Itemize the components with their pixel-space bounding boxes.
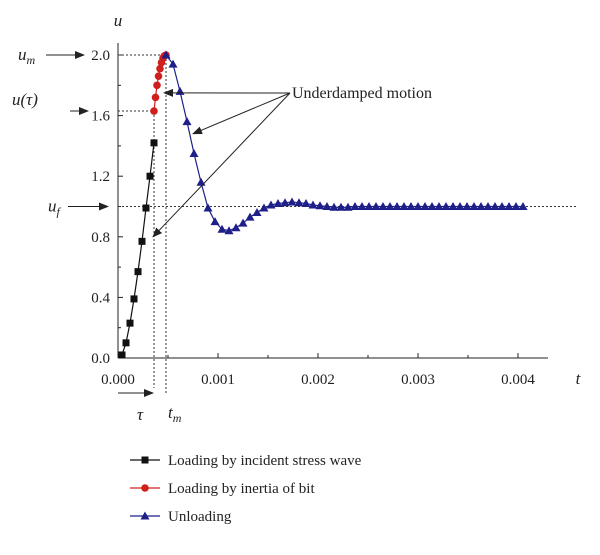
data-point <box>155 72 163 80</box>
series-circle <box>150 51 170 115</box>
legend-marker <box>142 457 149 464</box>
legend-item: Loading by incident stress wave <box>130 453 362 469</box>
data-point <box>127 320 134 327</box>
legend: Loading by incident stress wave Loading b… <box>130 453 362 525</box>
legend-label: Loading by inertia of bit <box>168 481 315 497</box>
x-tick-label: 0.000 <box>101 372 135 388</box>
y-axis-title: u <box>114 11 123 30</box>
y-tick-label: 2.0 <box>91 48 110 64</box>
tau-label: τ <box>137 405 144 424</box>
x-tick-label: 0.003 <box>401 372 435 388</box>
data-point <box>232 223 241 231</box>
data-point <box>139 238 146 245</box>
x-axis-title: t <box>576 369 582 388</box>
data-point <box>211 217 220 225</box>
underdamped-arrow <box>193 93 290 134</box>
underdamped-label: Underdamped motion <box>292 85 432 102</box>
y-tick-label: 1.6 <box>91 109 110 125</box>
y-tick-label: 0.8 <box>91 230 110 246</box>
u-tau-label: u(τ) <box>12 90 38 109</box>
legend-item: Unloading <box>130 509 232 525</box>
data-point <box>190 149 199 157</box>
t-m-label: tm <box>168 403 182 425</box>
axes: 0.0 0.4 0.8 1.2 1.6 2.0 0.000 0.001 0.002 0.003 0.… <box>91 11 581 388</box>
x-tick-label: 0.001 <box>201 372 235 388</box>
reference-lines <box>118 55 578 393</box>
data-point <box>123 339 130 346</box>
legend-label: Unloading <box>168 509 232 525</box>
data-point <box>151 139 158 146</box>
data-point <box>150 107 158 115</box>
data-point <box>131 295 138 302</box>
y-tick-label: 1.2 <box>91 169 110 185</box>
y-tick-label: 0.4 <box>91 290 110 306</box>
data-point <box>183 117 192 125</box>
data-point <box>204 204 213 212</box>
data-point <box>176 87 185 95</box>
y-tick-label: 0.0 <box>91 351 110 367</box>
underdamped-arrow <box>153 93 290 237</box>
data-point <box>152 94 160 102</box>
series-triangle <box>162 51 528 235</box>
x-tick-label: 0.004 <box>501 372 535 388</box>
data-point <box>288 197 297 205</box>
data-point <box>246 213 255 221</box>
data-point <box>253 208 262 216</box>
series-square <box>119 139 158 358</box>
u-m-label: um <box>18 45 36 67</box>
data-point <box>147 173 154 180</box>
data-point <box>197 178 206 186</box>
legend-item: Loading by inertia of bit <box>130 481 315 497</box>
u-f-label: uf <box>48 197 62 219</box>
data-point <box>143 205 150 212</box>
data-point <box>135 268 142 275</box>
x-tick-label: 0.002 <box>301 372 335 388</box>
series-line <box>166 55 523 231</box>
legend-label: Loading by incident stress wave <box>168 453 362 469</box>
legend-marker <box>141 484 149 492</box>
data-point <box>119 351 126 358</box>
data-point <box>153 82 161 90</box>
annotations: um u(τ) uf Underdamped motion τ tm <box>12 45 432 425</box>
